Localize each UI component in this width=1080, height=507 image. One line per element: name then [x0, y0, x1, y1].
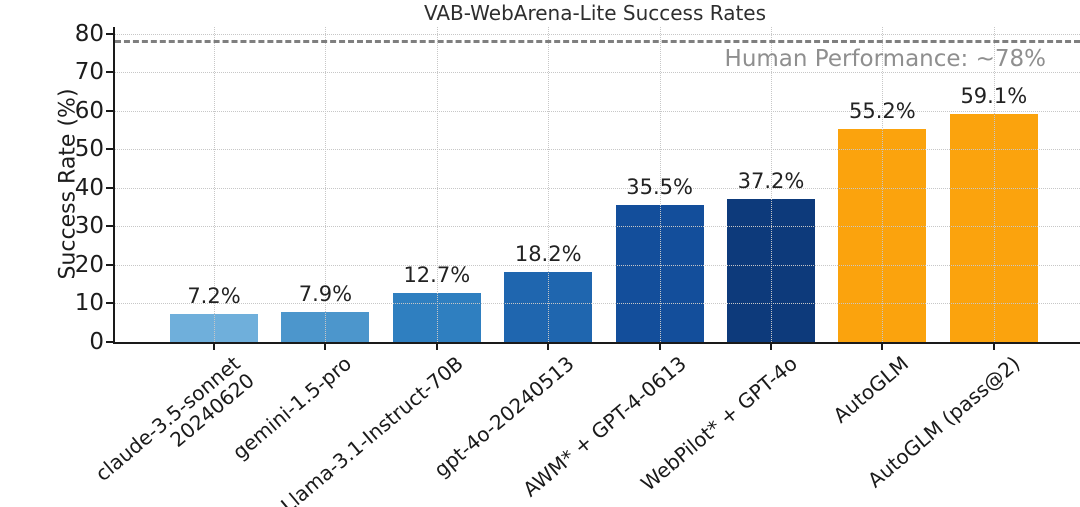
x-tick-label: claude-3.5-sonnet 20240620: [90, 351, 259, 486]
gridline-h: [115, 264, 1080, 266]
y-tick-label: 70: [74, 59, 104, 86]
y-tick-label: 50: [74, 136, 104, 163]
gridline-h: [115, 72, 1080, 74]
y-tick-mark: [106, 263, 114, 266]
bar-value-label: 18.2%: [514, 241, 582, 266]
gridline-v: [214, 27, 215, 342]
gridline-v: [993, 27, 995, 342]
y-tick-mark: [106, 109, 114, 112]
x-tick-mark: [324, 344, 327, 350]
x-tick-mark: [547, 344, 550, 350]
y-tick-mark: [106, 341, 114, 343]
gridline-v: [659, 27, 661, 342]
gridline-h: [115, 226, 1080, 228]
chart-title: VAB-WebArena-Lite Success Rates: [423, 1, 767, 25]
gridline-v: [548, 27, 550, 342]
gridline-v: [436, 27, 438, 342]
y-axis-spine: [113, 27, 115, 344]
y-tick-label: 80: [74, 20, 104, 47]
x-tick-mark: [435, 344, 438, 350]
reference-line-label: Human Performance: ~78%: [724, 46, 1046, 72]
x-tick-mark: [770, 344, 772, 350]
y-tick-label: 0: [89, 329, 104, 355]
gridline-h: [115, 33, 1080, 35]
y-tick-mark: [106, 148, 114, 151]
bar-value-label: 35.5%: [626, 175, 693, 200]
bar-value-label: 55.2%: [849, 99, 916, 124]
x-tick-label: Llama-3.1-Instruct-70B: [276, 351, 468, 507]
gridline-h: [115, 149, 1080, 151]
x-tick-label: AutoGLM: [828, 351, 914, 428]
y-tick-mark: [106, 32, 114, 35]
x-tick-mark: [658, 344, 661, 350]
y-tick-mark: [106, 225, 114, 228]
reference-line: [115, 39, 1080, 43]
gridline-v: [325, 27, 327, 342]
y-tick-mark: [106, 71, 114, 74]
bar-value-label: 37.2%: [737, 168, 805, 193]
bar-value-label: 7.9%: [298, 281, 353, 306]
y-tick-label: 20: [74, 251, 104, 278]
y-tick-label: 40: [74, 174, 104, 201]
y-tick-mark: [106, 302, 114, 305]
x-tick-mark: [881, 344, 884, 350]
bar-value-label: 7.2%: [187, 284, 241, 309]
x-tick-mark: [992, 344, 995, 350]
y-tick-label: 30: [74, 213, 104, 240]
y-tick-label: 60: [74, 97, 104, 124]
gridline-v: [882, 27, 884, 342]
bar-value-label: 12.7%: [403, 263, 471, 288]
gridline-h: [115, 187, 1080, 189]
gridline-h: [115, 110, 1080, 112]
gridline-h: [115, 303, 1080, 305]
y-tick-mark: [106, 186, 114, 189]
gridline-v: [771, 27, 772, 342]
x-axis-spine: [113, 342, 1080, 344]
bar-value-label: 59.1%: [960, 84, 1028, 109]
y-tick-label: 10: [74, 290, 104, 317]
x-tick-mark: [213, 344, 215, 350]
